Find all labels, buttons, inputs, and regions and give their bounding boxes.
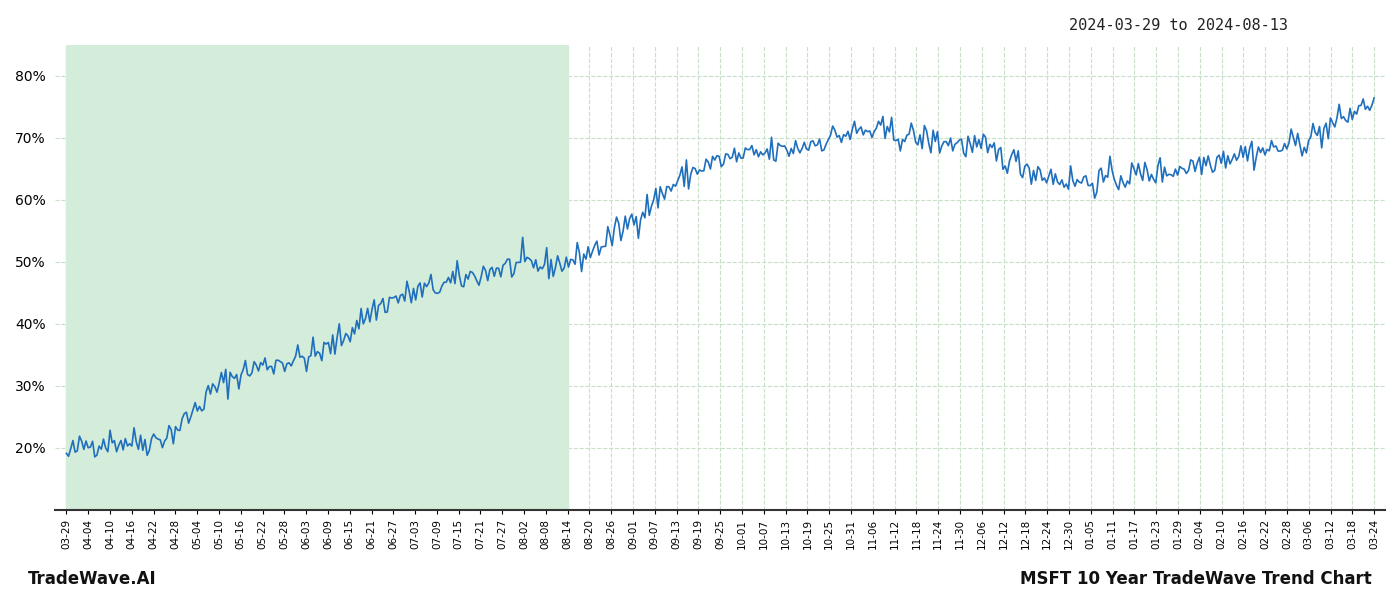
Text: MSFT 10 Year TradeWave Trend Chart: MSFT 10 Year TradeWave Trend Chart bbox=[1021, 570, 1372, 588]
Bar bbox=[66, 45, 567, 510]
Text: 2024-03-29 to 2024-08-13: 2024-03-29 to 2024-08-13 bbox=[1070, 18, 1288, 33]
Text: TradeWave.AI: TradeWave.AI bbox=[28, 570, 157, 588]
